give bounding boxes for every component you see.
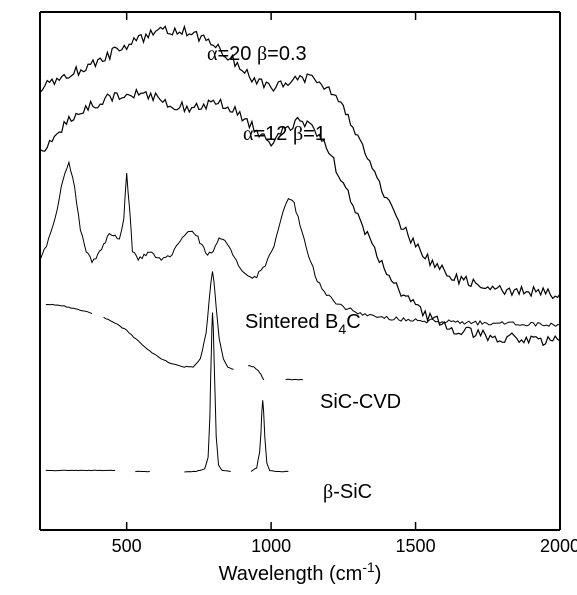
- greek-beta-icon: β: [257, 43, 267, 65]
- chart-svg: 500 1000 1500 2000 Wavelength (cm-1) α=20 β…: [0, 0, 577, 595]
- x-tick-label: 500: [112, 536, 142, 556]
- x-tick-label: 2000: [540, 536, 577, 556]
- series-alpha20_beta0.3: [40, 26, 560, 298]
- annotation-sic-cvd: SiC-CVD: [320, 391, 401, 413]
- x-axis-label-close: ): [375, 563, 382, 585]
- greek-beta-icon: β: [323, 481, 333, 503]
- x-tick-label: 1000: [251, 536, 291, 556]
- x-axis-label: Wavelength (cm-1): [219, 559, 382, 585]
- series-beta_sic-seg3: [251, 400, 289, 471]
- greek-alpha-icon: α: [207, 43, 218, 65]
- x-axis-label-text: Wavelength (cm: [219, 563, 363, 585]
- annotation-beta-sic: β-SiC: [323, 481, 372, 503]
- series-beta_sic-seg2: [184, 313, 230, 473]
- spectra-chart: 500 1000 1500 2000 Wavelength (cm-1) α=20 β…: [0, 0, 577, 595]
- x-axis-label-sup: -1: [362, 559, 375, 575]
- series-sic_cvd-seg3: [286, 379, 303, 380]
- greek-beta-icon: β: [293, 123, 303, 145]
- x-tick-labels-group: 500 1000 1500 2000: [112, 536, 577, 556]
- series-group: [40, 26, 560, 472]
- x-ticks-group: [127, 12, 560, 530]
- greek-alpha-icon: α: [243, 123, 254, 145]
- annotation-alpha20: α=20 β=0.3: [207, 43, 307, 65]
- series-sintered_b4c: [40, 162, 560, 326]
- annotation-b4c: Sintered B4C: [245, 311, 361, 337]
- x-tick-label: 1500: [396, 536, 436, 556]
- series-sic_cvd-seg0: [46, 304, 92, 313]
- annotation-alpha12: α=12 β=1: [243, 123, 326, 145]
- series-beta_sic-seg0: [46, 470, 115, 471]
- series-sic_cvd-seg2: [248, 366, 264, 380]
